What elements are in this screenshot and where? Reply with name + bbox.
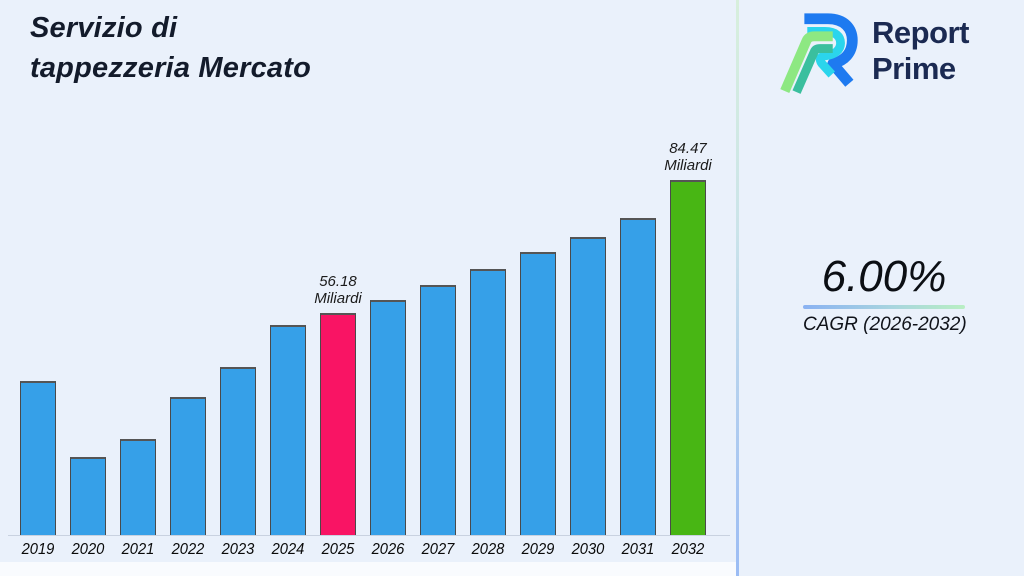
x-axis-line	[8, 535, 730, 536]
report-prime-logo-icon	[780, 13, 858, 94]
x-tick-2022: 2022	[171, 541, 205, 558]
x-tick-2027: 2027	[421, 541, 455, 558]
bar-value-label-2032: 84.47 Miliardi	[664, 140, 712, 174]
x-tick-2032: 2032	[671, 541, 705, 558]
bar-2019	[20, 381, 56, 536]
cagr-block: 6.00% CAGR (2026-2032)	[803, 252, 967, 336]
bar-value-label-2025: 56.18 Miliardi	[314, 273, 362, 307]
x-tick-2020: 2020	[71, 541, 105, 558]
bar-column-2031: 2031	[620, 218, 656, 558]
x-tick-2030: 2030	[571, 541, 605, 558]
bar-2030	[570, 237, 606, 536]
cagr-caption: CAGR (2026-2032)	[803, 314, 967, 335]
bar-column-2024: 2024	[270, 325, 306, 558]
bar-column-2030: 2030	[570, 237, 606, 558]
x-tick-2028: 2028	[471, 541, 505, 558]
bar-column-2022: 2022	[170, 397, 206, 558]
x-tick-2024: 2024	[271, 541, 305, 558]
cagr-underline	[803, 305, 965, 309]
bar-column-2032: 84.47 Miliardi 2032	[664, 140, 712, 558]
bar-column-2020: 2020	[70, 457, 106, 558]
bar-column-2026: 2026	[370, 300, 406, 558]
bar-2020	[70, 457, 106, 536]
bar-column-2029: 2029	[520, 252, 556, 558]
x-tick-2023: 2023	[221, 541, 255, 558]
bar-column-2027: 2027	[420, 285, 456, 558]
bar-2022	[170, 397, 206, 536]
cagr-value: 6.00%	[821, 252, 947, 301]
bar-column-2028: 2028	[470, 269, 506, 558]
bar-chart: 2019 2020 2021 2022 2023 2024 56.18 Miliardi 202…	[0, 0, 736, 576]
report-prime-logo: Report Prime	[776, 6, 969, 96]
bar-2024	[270, 325, 306, 536]
bar-2029	[520, 252, 556, 536]
bar-2031	[620, 218, 656, 536]
bar-2027	[420, 285, 456, 536]
x-tick-2031: 2031	[621, 541, 655, 558]
x-tick-2019: 2019	[21, 541, 55, 558]
bar-2026	[370, 300, 406, 536]
x-tick-2029: 2029	[521, 541, 555, 558]
bar-column-2025: 56.18 Miliardi 2025	[314, 273, 362, 558]
chart-bottom-strip	[0, 562, 736, 576]
page-title-line-2: tappezzeria Mercato	[30, 52, 311, 84]
panel-divider	[736, 0, 739, 576]
bar-2025	[320, 313, 356, 536]
x-tick-2025: 2025	[321, 541, 355, 558]
bar-2032	[670, 180, 706, 536]
report-prime-wordmark: Report Prime	[872, 15, 969, 87]
x-tick-2021: 2021	[121, 541, 155, 558]
bar-2021	[120, 439, 156, 536]
bar-column-2019: 2019	[20, 381, 56, 558]
bar-plot-area: 2019 2020 2021 2022 2023 2024 56.18 Miliardi 202…	[20, 0, 712, 558]
page-title-line-1: Servizio di	[30, 12, 178, 44]
page-title: Servizio di tappezzeria Mercato	[30, 8, 311, 88]
wordmark-line-1: Report	[872, 15, 969, 50]
x-tick-2026: 2026	[371, 541, 405, 558]
bar-2023	[220, 367, 256, 536]
bar-2028	[470, 269, 506, 536]
wordmark-line-2: Prime	[872, 51, 956, 86]
bar-column-2021: 2021	[120, 439, 156, 558]
bar-column-2023: 2023	[220, 367, 256, 558]
